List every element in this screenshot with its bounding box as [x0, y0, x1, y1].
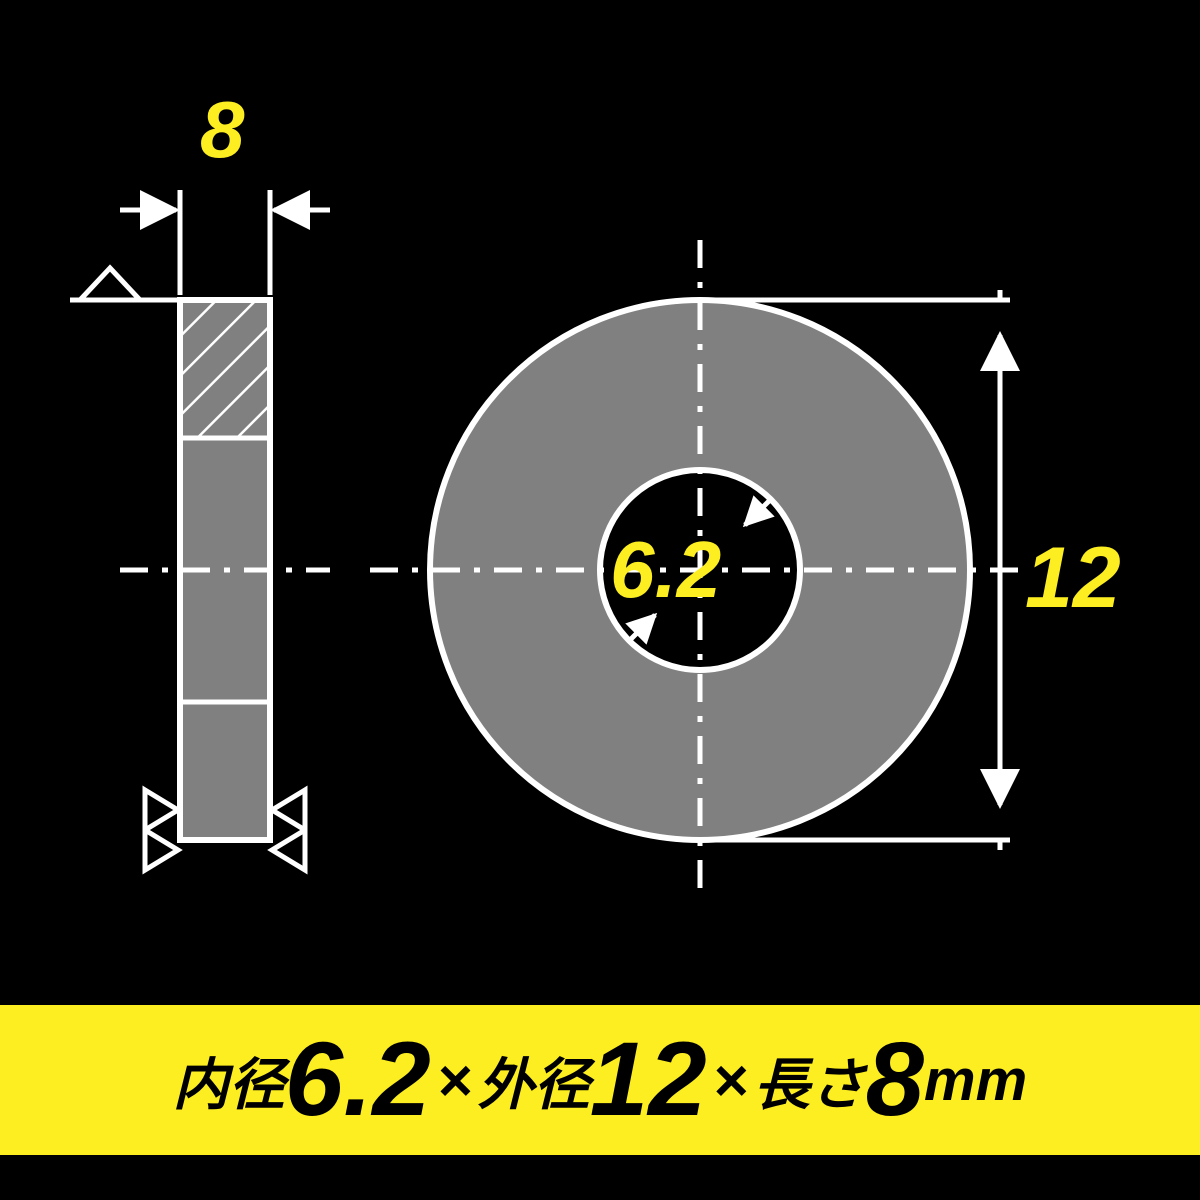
diagram-canvas: 8 6.2 12 内径 6.2 × 外径 12 × 長さ 8 mm	[0, 0, 1200, 1200]
inner-prefix: 内径	[173, 1040, 285, 1121]
thickness-value: 8	[200, 90, 245, 170]
spec-summary-band: 内径 6.2 × 外径 12 × 長さ 8 mm	[0, 1005, 1200, 1155]
dimension-thickness	[120, 190, 330, 295]
inner-diameter-value: 6.2	[610, 530, 721, 610]
inner-value: 6.2	[285, 1020, 431, 1140]
finish-symbol	[70, 268, 178, 300]
side-view	[120, 300, 330, 870]
outer-prefix: 外径	[478, 1040, 590, 1121]
outer-diameter-value: 12	[1025, 535, 1121, 621]
unit: mm	[924, 1047, 1027, 1114]
length-value: 8	[866, 1020, 924, 1140]
mult-2: ×	[707, 1046, 754, 1115]
length-prefix: 長さ	[754, 1040, 866, 1121]
mult-1: ×	[431, 1046, 478, 1115]
outer-value: 12	[590, 1020, 707, 1140]
